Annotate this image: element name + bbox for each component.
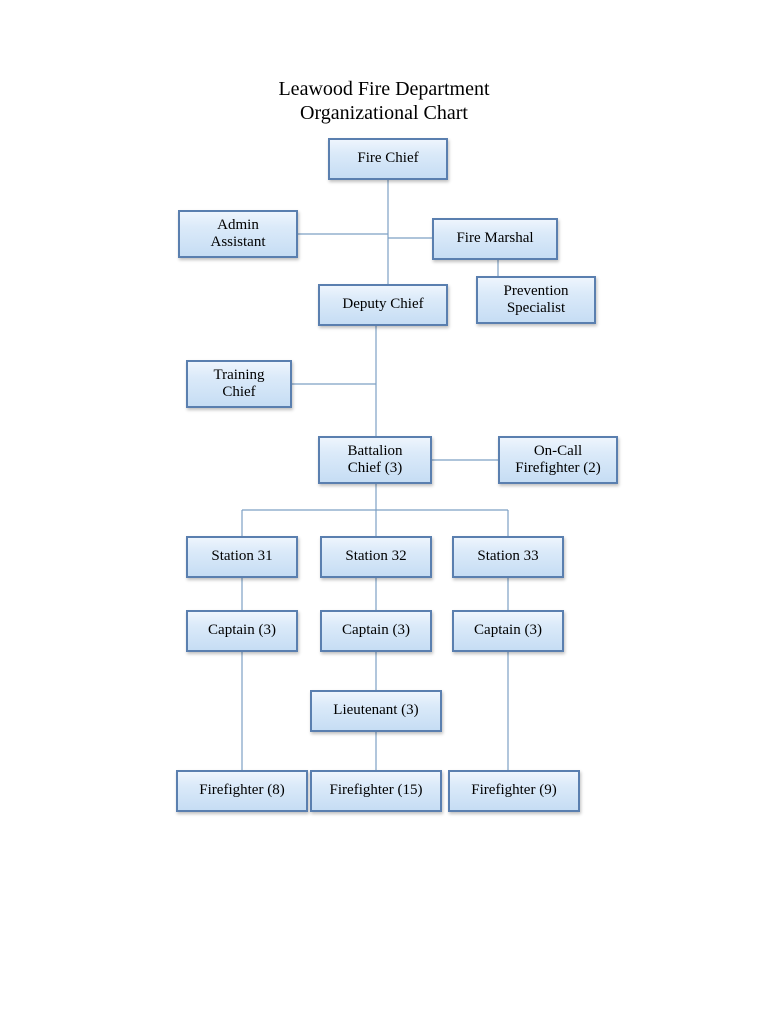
node-captain31: Captain (3) xyxy=(186,610,298,652)
node-station32: Station 32 xyxy=(320,536,432,578)
node-fire-marshal: Fire Marshal xyxy=(432,218,558,260)
title-line-1: Leawood Fire Department xyxy=(0,78,768,101)
node-firefighter31: Firefighter (8) xyxy=(176,770,308,812)
node-station33: Station 33 xyxy=(452,536,564,578)
node-firefighter33: Firefighter (9) xyxy=(448,770,580,812)
node-captain33: Captain (3) xyxy=(452,610,564,652)
title-line-2: Organizational Chart xyxy=(0,102,768,125)
node-prevention: PreventionSpecialist xyxy=(476,276,596,324)
node-station31: Station 31 xyxy=(186,536,298,578)
node-deputy-chief: Deputy Chief xyxy=(318,284,448,326)
node-lieutenant: Lieutenant (3) xyxy=(310,690,442,732)
node-on-call: On-CallFirefighter (2) xyxy=(498,436,618,484)
node-battalion-chief: BattalionChief (3) xyxy=(318,436,432,484)
node-firefighter32: Firefighter (15) xyxy=(310,770,442,812)
node-captain32: Captain (3) xyxy=(320,610,432,652)
node-fire-chief: Fire Chief xyxy=(328,138,448,180)
node-training-chief: TrainingChief xyxy=(186,360,292,408)
node-admin-assistant: AdminAssistant xyxy=(178,210,298,258)
